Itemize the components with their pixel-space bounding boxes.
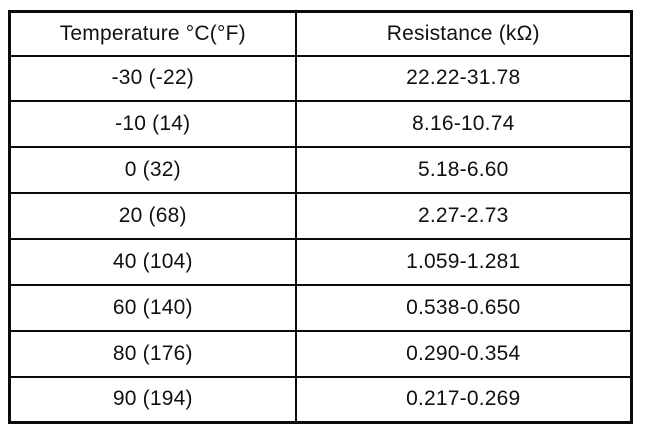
resistance-cell: 8.16-10.74 xyxy=(294,100,633,149)
temperature-cell: -10 (14) xyxy=(8,100,297,149)
resistance-cell: 2.27-2.73 xyxy=(294,192,633,240)
temperature-cell: 20 (68) xyxy=(8,192,297,240)
table-header-row: Temperature °C(°F) Resistance (kΩ) xyxy=(8,10,633,57)
resistance-cell: 0.538-0.650 xyxy=(294,283,633,332)
table-row: 60 (140) 0.538-0.650 xyxy=(8,283,633,332)
temperature-cell: 60 (140) xyxy=(8,283,297,332)
table-row: 80 (176) 0.290-0.354 xyxy=(8,329,633,378)
resistance-cell: 0.290-0.354 xyxy=(294,329,633,378)
temperature-cell: 0 (32) xyxy=(8,146,297,195)
temperature-resistance-table: Temperature °C(°F) Resistance (kΩ) -30 (… xyxy=(8,10,633,424)
table-row: -30 (-22) 22.22-31.78 xyxy=(8,54,633,103)
table-row: 20 (68) 2.27-2.73 xyxy=(8,192,633,240)
temperature-cell: 40 (104) xyxy=(8,238,297,286)
temperature-column-header: Temperature °C(°F) xyxy=(8,10,297,57)
resistance-cell: 0.217-0.269 xyxy=(294,375,633,424)
table-row: -10 (14) 8.16-10.74 xyxy=(8,100,633,149)
resistance-cell: 22.22-31.78 xyxy=(294,54,633,103)
resistance-cell: 1.059-1.281 xyxy=(294,238,633,286)
table-row: 90 (194) 0.217-0.269 xyxy=(8,375,633,424)
resistance-column-header: Resistance (kΩ) xyxy=(294,10,633,57)
table-row: 40 (104) 1.059-1.281 xyxy=(8,238,633,286)
temperature-cell: 80 (176) xyxy=(8,329,297,378)
resistance-cell: 5.18-6.60 xyxy=(294,146,633,195)
temperature-cell: 90 (194) xyxy=(8,375,297,424)
temperature-cell: -30 (-22) xyxy=(8,54,297,103)
table-row: 0 (32) 5.18-6.60 xyxy=(8,146,633,195)
